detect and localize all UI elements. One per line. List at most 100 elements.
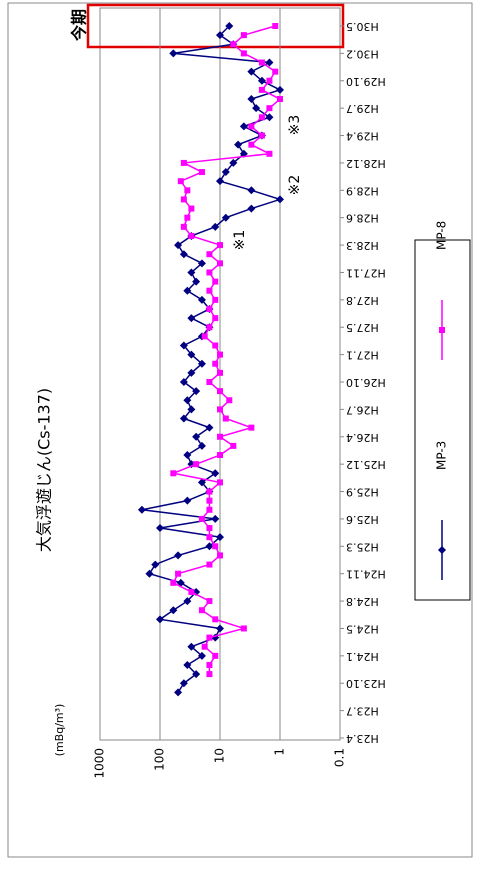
point [217, 552, 223, 559]
point [180, 223, 187, 230]
point [438, 546, 446, 554]
point [206, 488, 213, 495]
point [222, 415, 229, 422]
point [201, 643, 208, 650]
point [240, 625, 247, 632]
legend-label: MP-8 [435, 221, 449, 250]
point [179, 414, 188, 423]
point [234, 140, 243, 149]
y-tick-label: 10 [213, 748, 227, 763]
point [240, 32, 247, 39]
point [258, 59, 265, 66]
point [206, 497, 213, 504]
x-tick-label: H27.5 [346, 321, 379, 334]
point [277, 96, 283, 103]
point [197, 441, 206, 450]
x-tick-label: H23.4 [346, 732, 379, 745]
point [265, 113, 274, 122]
point [248, 141, 255, 148]
x-tick-label: H29.10 [346, 75, 386, 88]
point [217, 369, 223, 376]
point [225, 22, 234, 30]
annotation: ※2 [287, 175, 303, 196]
point [188, 588, 195, 595]
point [192, 277, 201, 286]
x-tick-label: H24.8 [346, 595, 379, 608]
point [193, 461, 200, 468]
point [183, 660, 192, 669]
point [230, 442, 237, 449]
point [197, 295, 206, 304]
point [183, 286, 192, 295]
point [188, 232, 195, 239]
point [247, 95, 256, 104]
point [206, 534, 213, 541]
x-tick-label: H28.12 [346, 157, 386, 170]
point [175, 570, 182, 577]
point [137, 505, 146, 514]
point [252, 104, 261, 113]
point [211, 514, 220, 523]
point [206, 251, 213, 258]
point [239, 122, 248, 131]
point [184, 214, 191, 221]
point [205, 423, 214, 432]
point [217, 388, 223, 395]
point [240, 50, 247, 57]
point [206, 525, 213, 532]
y-tick-label: 1 [273, 748, 287, 756]
point [198, 169, 205, 176]
y-tick-label: 1000 [93, 748, 107, 779]
point [266, 77, 273, 84]
x-tick-label: H29.7 [346, 102, 379, 115]
point [197, 651, 206, 660]
point [439, 327, 445, 333]
y-tick-label: 0.1 [333, 748, 347, 767]
point [212, 616, 219, 623]
point [206, 661, 213, 668]
x-tick-label: H24.1 [346, 650, 379, 663]
x-tick-label: H24.11 [346, 568, 386, 581]
x-tick-label: H26.10 [346, 376, 386, 389]
point [187, 405, 196, 414]
point [180, 159, 187, 166]
x-tick-label: H27.1 [346, 349, 379, 362]
point [174, 688, 183, 697]
point [206, 269, 213, 276]
point [206, 561, 213, 568]
x-tick-label: H30.2 [346, 47, 379, 60]
point [183, 597, 192, 606]
point [188, 205, 195, 212]
point [247, 67, 256, 76]
point [192, 387, 201, 396]
point [187, 642, 196, 651]
point [156, 615, 164, 624]
point [206, 634, 213, 641]
x-tick-label: H29.4 [346, 130, 379, 143]
point [198, 515, 205, 522]
point [265, 58, 274, 67]
point [212, 543, 219, 550]
point [174, 241, 183, 250]
point [197, 359, 206, 368]
point [248, 123, 255, 130]
point [226, 397, 233, 404]
legend-box [414, 239, 471, 601]
chart-frame [7, 2, 473, 858]
point [184, 187, 191, 194]
annotation: ※1 [232, 230, 248, 251]
x-tick-label: H27.11 [346, 266, 386, 279]
point [217, 351, 223, 358]
point [170, 579, 177, 586]
point [211, 469, 220, 478]
point [217, 260, 223, 267]
point [272, 23, 279, 29]
point [212, 342, 219, 349]
point [183, 451, 192, 460]
y-tick-label: 100 [153, 748, 167, 771]
point [272, 68, 279, 75]
point [180, 196, 187, 203]
point [217, 479, 223, 486]
